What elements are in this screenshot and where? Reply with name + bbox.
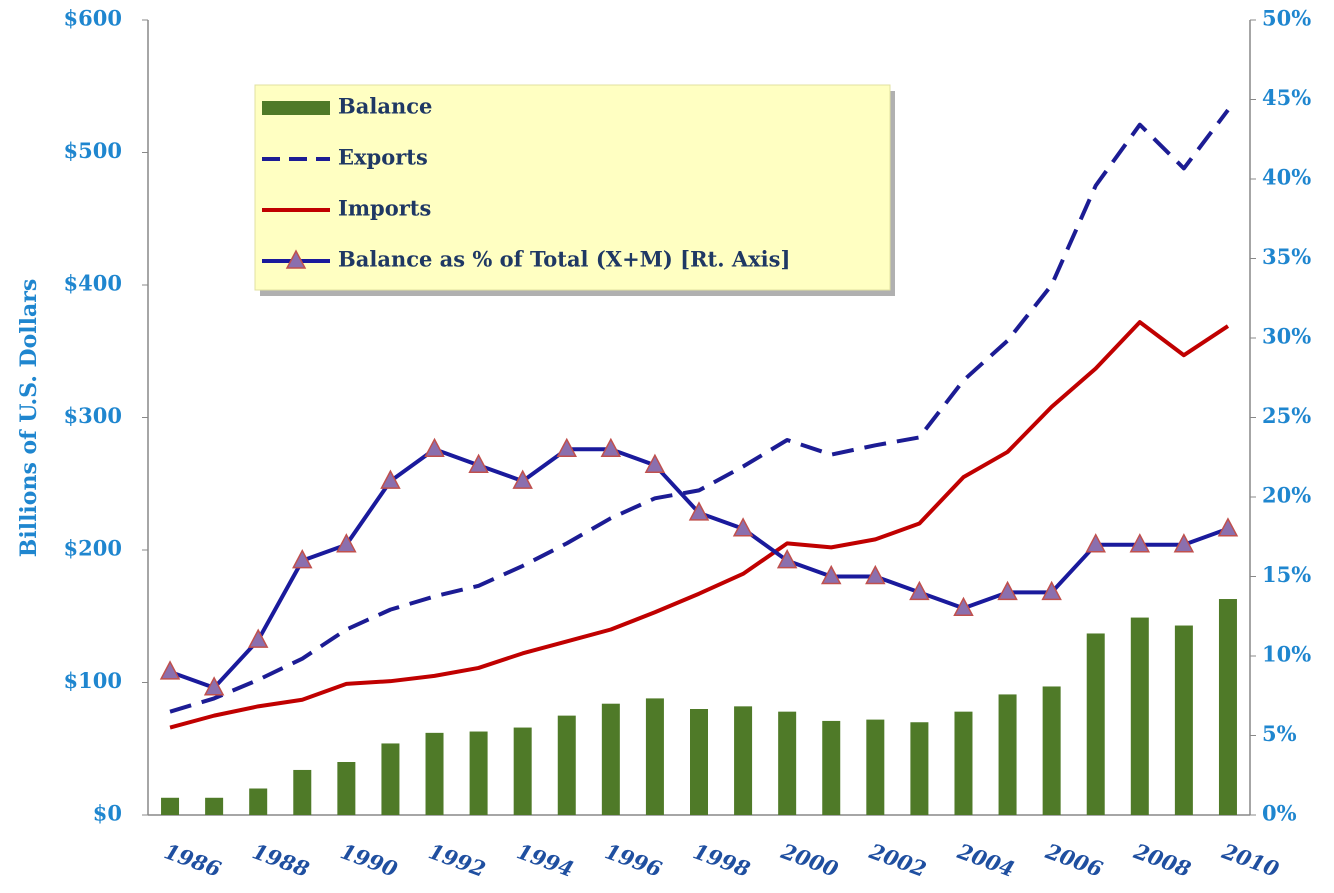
bar [645, 698, 664, 815]
y-tick-label: $400 [64, 271, 122, 296]
marker [424, 437, 445, 458]
bar [1042, 686, 1061, 815]
marker [776, 548, 798, 569]
y2-tick-label: 0% [1262, 801, 1297, 826]
y2-tick-label: 30% [1262, 324, 1311, 349]
legend-label: Imports [338, 196, 431, 221]
marker [203, 676, 225, 696]
x-tick-label: 1994 [514, 838, 577, 881]
y2-tick-label: 20% [1262, 483, 1311, 508]
marker [1085, 533, 1106, 553]
marker [909, 580, 930, 601]
marker [468, 453, 489, 473]
line [169, 447, 1229, 690]
x-tick-label: 1996 [602, 838, 666, 882]
x-tick-label: 2004 [953, 838, 1017, 882]
marker [336, 533, 357, 553]
bar [1130, 617, 1149, 815]
y-tick-label: $0 [93, 801, 122, 826]
bar [778, 711, 797, 815]
y2-tick-label: 35% [1262, 244, 1311, 269]
marker [600, 437, 622, 458]
marker [732, 517, 754, 537]
y-tick-label: $200 [64, 536, 122, 561]
bar [205, 797, 224, 815]
bar [998, 694, 1017, 815]
legend-swatch [262, 101, 330, 115]
bar [557, 715, 576, 815]
x-tick-label: 1990 [337, 838, 401, 882]
marker [820, 564, 842, 585]
x-tick-label: 1986 [161, 838, 225, 882]
y-tick-label: $300 [64, 403, 122, 428]
legend-label: Exports [338, 145, 428, 170]
y-tick-label: $600 [64, 6, 122, 31]
marker [556, 437, 578, 458]
marker [644, 453, 666, 473]
marker [997, 580, 1018, 601]
legend-label: Balance [338, 94, 432, 119]
bar [910, 722, 929, 815]
y-tick-label: $500 [64, 138, 122, 163]
bar [1218, 599, 1237, 815]
marker [512, 469, 533, 489]
y-tick-label: $100 [64, 668, 122, 693]
y2-tick-label: 45% [1262, 85, 1311, 110]
x-tick-label: 2002 [865, 838, 929, 882]
marker [1041, 580, 1062, 601]
x-tick-label: 1988 [249, 838, 313, 882]
y2-tick-label: 10% [1262, 642, 1311, 667]
bar [249, 788, 268, 815]
x-tick-label: 1998 [690, 838, 754, 882]
marker [1173, 533, 1195, 553]
marker [159, 660, 181, 680]
legend-label: Balance as % of Total (X+M) [Rt. Axis] [338, 247, 790, 272]
bar [161, 797, 180, 815]
bar [381, 743, 400, 815]
bar [690, 709, 708, 815]
bar [337, 762, 356, 815]
y2-tick-label: 25% [1262, 403, 1311, 428]
x-tick-label: 2010 [1218, 838, 1283, 882]
line [169, 320, 1230, 730]
x-tick-label: 1992 [425, 838, 488, 881]
bar [1086, 633, 1105, 815]
bar [601, 703, 620, 815]
x-tick-label: 2008 [1130, 838, 1195, 882]
legend-marker [285, 249, 307, 269]
y2-tick-label: 50% [1262, 6, 1311, 31]
bar [822, 720, 841, 815]
bar [954, 711, 973, 815]
bar [866, 719, 885, 815]
marker [1217, 517, 1239, 537]
bar [1174, 625, 1193, 815]
marker [247, 628, 269, 648]
legend: Balance Exports Imports Balance as % of Tot… [254, 84, 895, 296]
y2-tick-label: 5% [1262, 721, 1297, 746]
legend-box [254, 84, 891, 291]
bar [469, 731, 488, 815]
marker [380, 469, 401, 489]
marker [688, 501, 710, 521]
y2-tick-label: 40% [1262, 165, 1311, 190]
marker [865, 564, 886, 585]
line [169, 108, 1230, 714]
bar [513, 727, 532, 815]
marker [1129, 533, 1151, 553]
bar [734, 706, 753, 815]
x-tick-label: 2000 [777, 838, 842, 882]
marker [953, 596, 974, 617]
y2-tick-label: 15% [1262, 562, 1311, 587]
y-axis-label: Billions of U.S. Dollars [16, 279, 42, 557]
bar [425, 732, 444, 815]
marker [292, 548, 313, 569]
bar [293, 769, 312, 815]
x-tick-label: 2006 [1042, 838, 1107, 882]
